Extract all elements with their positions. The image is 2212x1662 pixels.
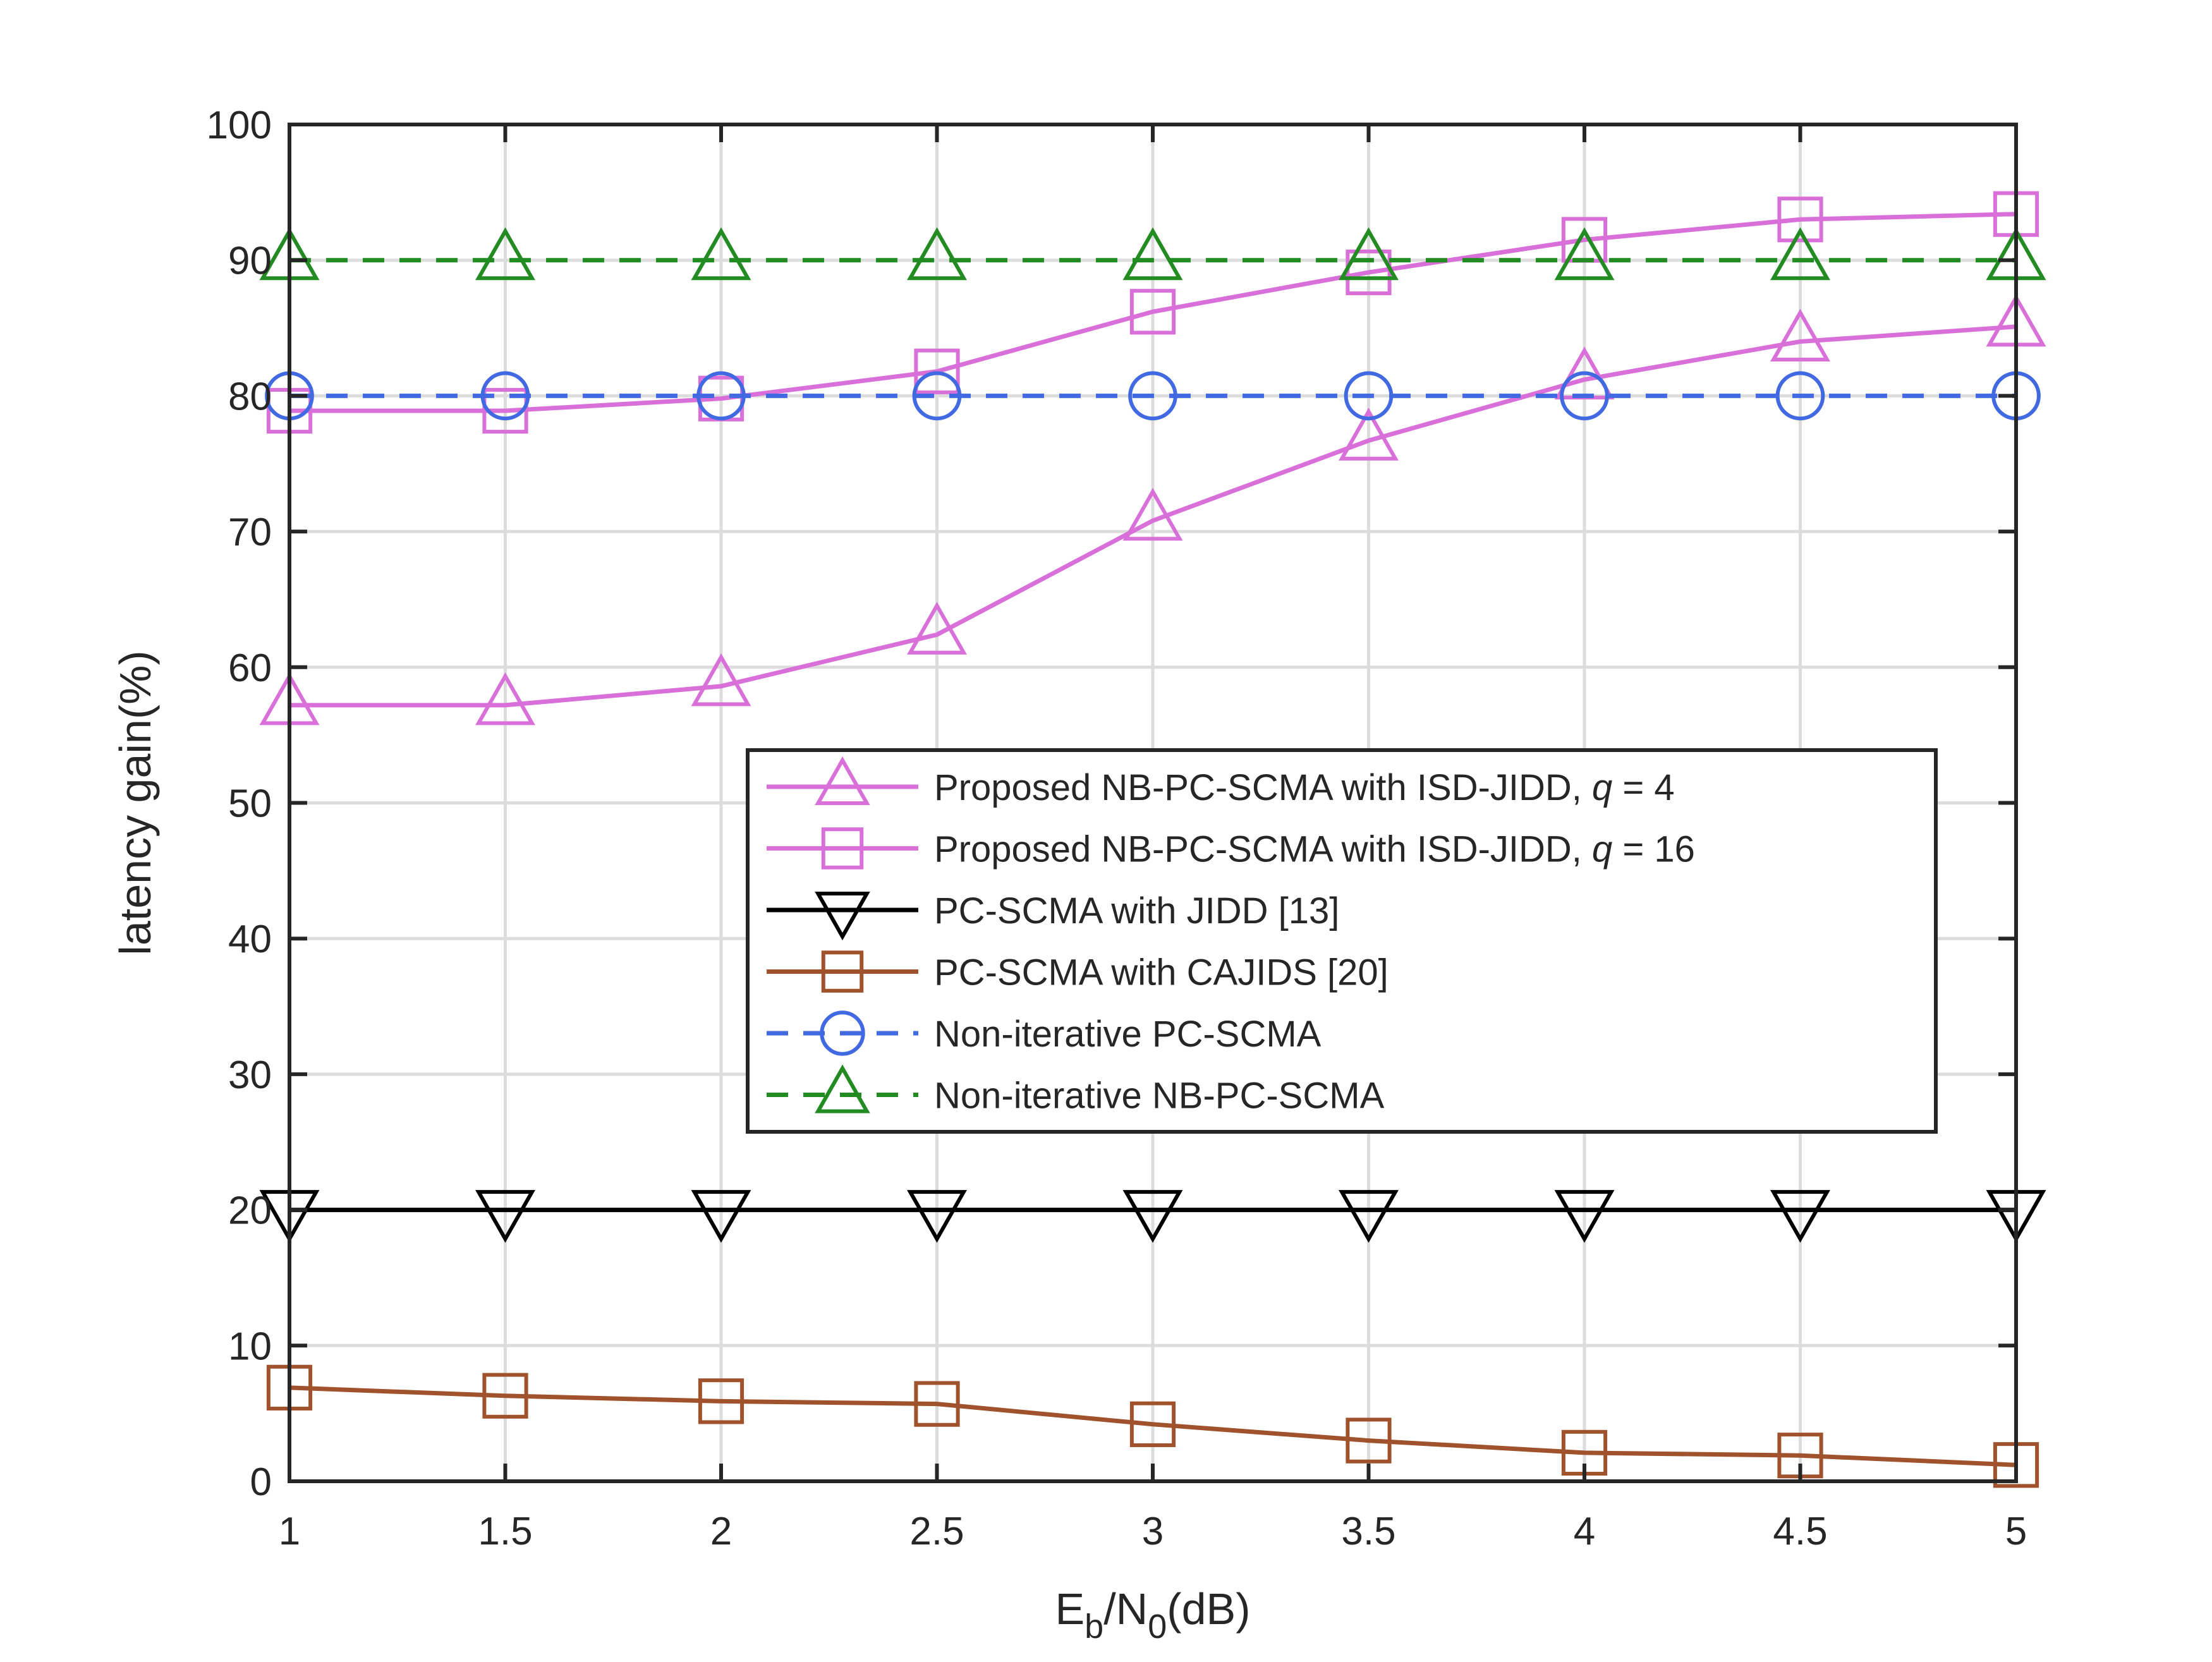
data-point-pcscma-jidd xyxy=(907,1190,967,1243)
y-tick-label: 40 xyxy=(228,918,272,961)
legend-label: PC-SCMA with CAJIDS [20] xyxy=(934,952,1389,993)
data-point-nbpc-q4 xyxy=(1339,408,1399,461)
y-tick-label: 60 xyxy=(228,646,272,690)
data-point-noniter-pc xyxy=(696,371,746,421)
data-point-noniter-nbpc xyxy=(1770,227,1830,281)
data-point-noniter-pc xyxy=(480,371,530,421)
y-tick-label: 0 xyxy=(250,1460,272,1504)
legend-box xyxy=(746,748,1938,1134)
legend-entry-nbpc-q16: Proposed NB-PC-SCMA with ISD-JIDD, q = 1… xyxy=(767,827,1695,870)
y-tick-label: 100 xyxy=(207,104,272,147)
series-noniter-pc xyxy=(265,371,2041,421)
series-line-nbpc-q16 xyxy=(289,212,2017,413)
legend-entry-noniter-nbpc: Non-iterative NB-PC-SCMA xyxy=(767,1064,1385,1117)
series-line-nbpc-q4 xyxy=(289,324,2017,708)
x-tick-label: 3.5 xyxy=(1341,1510,1395,1553)
legend-label: Proposed NB-PC-SCMA with ISD-JIDD, q = 4 xyxy=(934,767,1675,808)
data-point-noniter-nbpc xyxy=(475,227,535,281)
legend-marker xyxy=(815,756,870,806)
data-point-nbpc-q4 xyxy=(475,672,535,725)
data-point-noniter-nbpc xyxy=(1122,227,1183,281)
legend-label: PC-SCMA with JIDD [13] xyxy=(934,890,1339,931)
data-point-noniter-nbpc xyxy=(907,227,967,281)
y-tick-label: 50 xyxy=(228,782,272,826)
y-tick-label: 70 xyxy=(228,511,272,554)
y-tick-label: 20 xyxy=(228,1189,272,1233)
data-point-nbpc-q16 xyxy=(1346,249,1392,296)
x-tick-label: 2 xyxy=(710,1510,732,1553)
data-point-nbpc-q16 xyxy=(482,387,528,434)
x-tick-label: 3 xyxy=(1142,1510,1164,1553)
legend-entry-pcscma-cajids: PC-SCMA with CAJIDS [20] xyxy=(767,950,1389,993)
y-tick-label: 80 xyxy=(228,375,272,418)
y-tick-label: 10 xyxy=(228,1325,272,1368)
data-point-pcscma-jidd xyxy=(475,1190,535,1243)
data-point-pcscma-jidd xyxy=(1122,1190,1183,1243)
data-point-noniter-pc xyxy=(1128,371,1177,421)
data-point-nbpc-q16 xyxy=(1777,197,1823,243)
legend-entry-noniter-pc: Non-iterative PC-SCMA xyxy=(767,1010,1322,1056)
axes-layer: 1 1.5 2 2.5 3 3.5 4 4.5 50102030405060708090100l… xyxy=(111,104,2027,1646)
data-point-nbpc-q4 xyxy=(1770,308,1830,362)
data-point-noniter-pc xyxy=(1775,371,1825,421)
data-point-nbpc-q16 xyxy=(914,348,960,394)
data-point-pcscma-jidd xyxy=(1554,1190,1615,1243)
legend-entry-pcscma-jidd: PC-SCMA with JIDD [13] xyxy=(767,890,1339,941)
series-pcscma-cajids xyxy=(266,1364,2039,1488)
data-point-noniter-pc xyxy=(912,371,962,421)
legend-label: Proposed NB-PC-SCMA with ISD-JIDD, q = 1… xyxy=(934,829,1695,870)
x-tick-label: 4.5 xyxy=(1773,1510,1827,1553)
x-tick-label: 4 xyxy=(1574,1510,1595,1553)
data-point-nbpc-q4 xyxy=(691,653,751,707)
data-point-noniter-pc xyxy=(1344,371,1394,421)
x-tick-label: 1.5 xyxy=(478,1510,532,1553)
data-point-nbpc-q4 xyxy=(1122,487,1183,541)
data-point-noniter-pc xyxy=(1560,371,1609,421)
legend-label: Non-iterative PC-SCMA xyxy=(934,1014,1322,1055)
legend: Proposed NB-PC-SCMA with ISD-JIDD, q = 4… xyxy=(746,748,1938,1134)
legend-marker xyxy=(821,950,864,993)
series-noniter-nbpc xyxy=(259,227,2046,281)
x-axis-label: Eb/N0(dB) xyxy=(1055,1584,1250,1646)
legend-entry-nbpc-q4: Proposed NB-PC-SCMA with ISD-JIDD, q = 4 xyxy=(767,756,1675,808)
x-tick-label: 5 xyxy=(2005,1510,2027,1553)
data-point-pcscma-jidd xyxy=(1770,1190,1830,1243)
y-tick-label: 30 xyxy=(228,1053,272,1097)
data-point-pcscma-jidd xyxy=(1339,1190,1399,1243)
data-point-pcscma-cajids xyxy=(914,1381,960,1427)
legend-label: Non-iterative NB-PC-SCMA xyxy=(934,1076,1385,1117)
series-layer xyxy=(259,191,2046,1488)
data-point-pcscma-cajids xyxy=(482,1373,528,1419)
series-line-pcscma-cajids xyxy=(289,1385,2017,1467)
data-point-nbpc-q16 xyxy=(1129,289,1176,335)
y-tick-label: 90 xyxy=(228,240,272,283)
y-axis-label: latency gain(%) xyxy=(111,650,160,955)
x-tick-label: 2.5 xyxy=(909,1510,964,1553)
x-tick-label: 1 xyxy=(279,1510,300,1553)
data-point-noniter-nbpc xyxy=(1554,227,1615,281)
legend-marker xyxy=(815,891,870,941)
data-point-pcscma-cajids xyxy=(1129,1401,1176,1447)
data-point-nbpc-q4 xyxy=(907,602,967,655)
data-point-noniter-nbpc xyxy=(691,227,751,281)
legend-marker xyxy=(820,1010,865,1056)
legend-marker xyxy=(821,827,864,870)
data-point-noniter-nbpc xyxy=(1339,227,1399,281)
data-point-pcscma-cajids xyxy=(698,1378,744,1424)
data-point-pcscma-jidd xyxy=(691,1190,751,1243)
data-point-pcscma-cajids xyxy=(1346,1417,1392,1464)
legend-marker xyxy=(815,1064,870,1113)
